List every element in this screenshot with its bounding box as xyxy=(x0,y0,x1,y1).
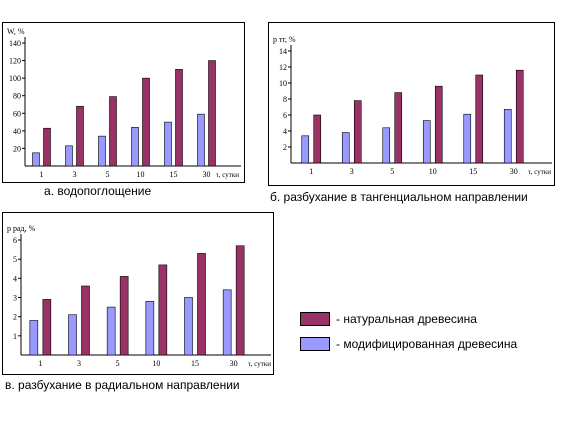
bar-natural-15 xyxy=(197,253,206,356)
bar-modified-3 xyxy=(68,314,77,356)
caption-tangential-swelling: б. разбухание в тангенциальном направлен… xyxy=(270,190,528,204)
x-tick-label: 5 xyxy=(390,167,394,176)
x-tick-label: 5 xyxy=(106,170,110,179)
chart-tangential-swelling: 2 4 6 8 10 12 14 p тг, % τ, сутки 1 3 5 10 15 30 xyxy=(268,22,555,186)
x-tick-label: 10 xyxy=(152,359,160,368)
x-tick-label: 10 xyxy=(137,170,145,179)
y-tick-label: 6 xyxy=(13,236,17,245)
bar-modified-30 xyxy=(222,289,232,356)
bar-modified-5 xyxy=(98,135,106,167)
bar-modified-10 xyxy=(131,127,139,167)
legend-label-natural: - натуральная древесина xyxy=(336,312,477,326)
y-tick-label: 60 xyxy=(13,109,21,118)
bar-natural-1 xyxy=(313,114,322,164)
bar-modified-15 xyxy=(463,113,472,164)
chart-svg-water-absorption: 20 40 60 80 100 120 140 W, % τ, сутки 1 3 5 10 15 30 xyxy=(7,27,241,179)
x-axis-label: τ, сутки xyxy=(528,168,551,176)
bar-natural-10 xyxy=(158,264,168,356)
bar-modified-1 xyxy=(301,135,310,164)
bar-modified-1 xyxy=(32,152,40,167)
x-tick-label: 30 xyxy=(203,170,211,179)
bar-natural-30 xyxy=(515,69,524,164)
x-tick-label: 1 xyxy=(40,170,44,179)
bar-natural-3 xyxy=(81,285,90,356)
y-tick-label: 1 xyxy=(13,332,17,341)
chart-radial-swelling: 1 2 3 4 5 6 p рад, % τ, сутки 1 3 5 10 15 30 xyxy=(2,212,274,375)
legend-item-modified: - модифицированная древесина xyxy=(300,337,517,351)
chart-svg-tangential-swelling: 2 4 6 8 10 12 14 p тг, % τ, сутки 1 3 5 10 15 30 xyxy=(273,35,552,176)
y-axis-label: p рад, % xyxy=(7,224,36,233)
y-tick-label: 80 xyxy=(13,92,21,101)
bar-natural-30 xyxy=(208,60,216,167)
y-tick-label: 5 xyxy=(13,255,17,264)
bar-natural-3 xyxy=(353,100,362,164)
y-tick-label: 6 xyxy=(283,111,287,120)
bar-natural-5 xyxy=(119,276,129,356)
y-tick-label: 3 xyxy=(13,294,17,303)
y-tick-label: 20 xyxy=(13,144,21,153)
x-axis-label: τ, сутки xyxy=(248,360,271,368)
legend-swatch-natural xyxy=(300,312,330,326)
bar-natural-1 xyxy=(42,299,52,356)
y-tick-label: 8 xyxy=(283,95,287,104)
bar-modified-30 xyxy=(503,109,512,164)
bar-modified-15 xyxy=(164,121,172,167)
bar-modified-3 xyxy=(341,132,350,164)
y-tick-label: 4 xyxy=(283,127,287,136)
x-tick-label: 30 xyxy=(230,359,238,368)
bar-modified-1 xyxy=(29,320,39,356)
y-tick-label: 10 xyxy=(279,79,287,88)
bar-modified-5 xyxy=(106,306,116,356)
y-tick-label: 120 xyxy=(9,57,21,66)
chart-svg-radial-swelling: 1 2 3 4 5 6 p рад, % τ, сутки 1 3 5 10 15 30 xyxy=(7,224,271,368)
caption-water-absorption: а. водопоглощение xyxy=(44,184,152,198)
bar-natural-3 xyxy=(76,105,84,167)
bar-natural-15 xyxy=(475,74,484,164)
bar-natural-30 xyxy=(235,245,245,356)
x-tick-label: 1 xyxy=(38,359,42,368)
y-tick-label: 14 xyxy=(279,47,287,56)
bar-modified-3 xyxy=(65,145,73,167)
y-tick-label: 140 xyxy=(9,39,21,48)
legend-swatch-modified xyxy=(300,337,330,351)
x-tick-label: 15 xyxy=(170,170,178,179)
bar-modified-15 xyxy=(184,297,193,356)
legend-item-natural: - натуральная древесина xyxy=(300,312,477,326)
bar-natural-10 xyxy=(142,77,150,167)
y-tick-label: 2 xyxy=(283,143,287,152)
x-tick-label: 15 xyxy=(469,167,477,176)
bar-natural-10 xyxy=(434,85,443,164)
x-tick-label: 30 xyxy=(510,167,518,176)
y-tick-label: 4 xyxy=(13,274,17,283)
y-axis-label: p тг, % xyxy=(273,35,296,44)
bar-modified-5 xyxy=(382,127,391,164)
bar-natural-1 xyxy=(43,127,51,167)
x-tick-label: 3 xyxy=(77,359,81,368)
bar-modified-30 xyxy=(197,113,205,167)
caption-radial-swelling: в. разбухание в радиальном направлении xyxy=(5,378,240,392)
y-tick-label: 12 xyxy=(279,63,287,72)
bar-natural-5 xyxy=(394,92,403,164)
bar-natural-5 xyxy=(109,96,117,167)
y-tick-label: 2 xyxy=(13,313,17,322)
bar-natural-15 xyxy=(175,69,183,167)
y-axis-label: W, % xyxy=(7,27,25,36)
x-tick-label: 10 xyxy=(429,167,437,176)
bar-modified-10 xyxy=(145,301,155,356)
legend-label-modified: - модифицированная древесина xyxy=(336,337,518,351)
x-tick-label: 5 xyxy=(116,359,120,368)
y-tick-label: 40 xyxy=(13,127,21,136)
bar-modified-10 xyxy=(422,120,431,164)
x-tick-label: 3 xyxy=(73,170,77,179)
x-axis-label: τ, сутки xyxy=(216,171,239,179)
y-tick-label: 100 xyxy=(9,74,21,83)
x-tick-label: 15 xyxy=(191,359,199,368)
x-tick-label: 3 xyxy=(350,167,354,176)
x-tick-label: 1 xyxy=(309,167,313,176)
chart-water-absorption: 20 40 60 80 100 120 140 W, % τ, сутки 1 3 5 10 15 30 xyxy=(2,22,245,183)
